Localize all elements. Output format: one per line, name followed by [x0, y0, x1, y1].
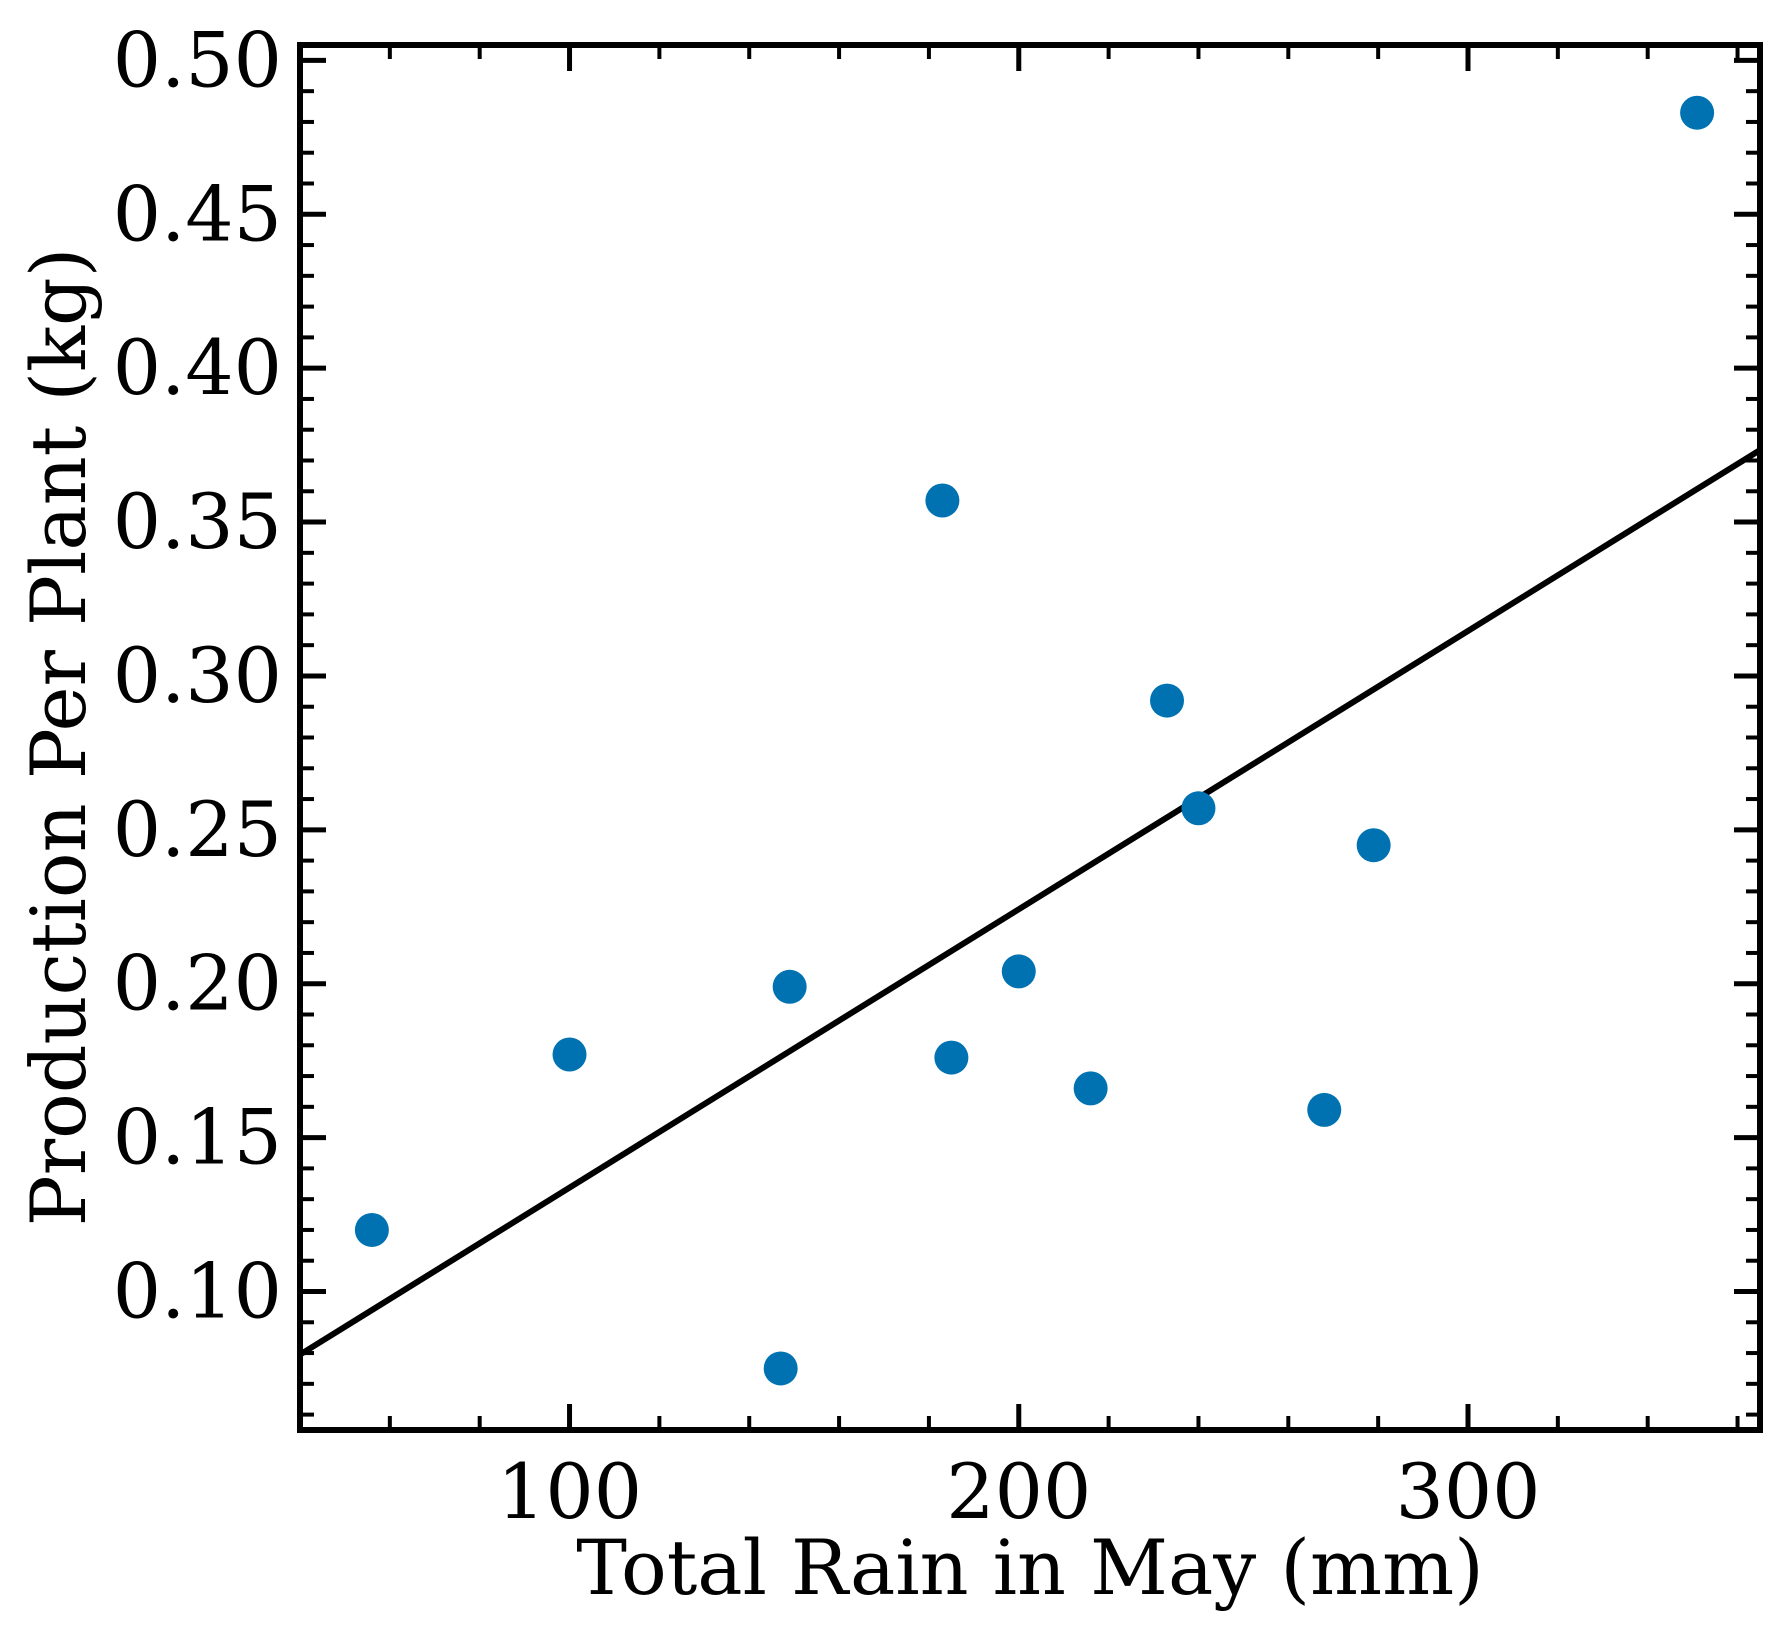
- y-tick-label: 0.30: [113, 631, 282, 720]
- x-tick-label: 200: [946, 1447, 1091, 1536]
- data-point: [1680, 95, 1715, 130]
- y-tick-label: 0.25: [113, 785, 282, 874]
- y-tick-label: 0.15: [113, 1093, 282, 1182]
- fit-line-layer: [300, 447, 1760, 1358]
- data-point: [1356, 828, 1391, 863]
- fit-line: [300, 447, 1760, 1358]
- x-tick-label: 100: [497, 1447, 642, 1536]
- data-point: [354, 1212, 389, 1247]
- data-point: [1001, 954, 1036, 989]
- data-point: [552, 1037, 587, 1072]
- data-point: [1073, 1071, 1108, 1106]
- y-tick-labels: 0.10 0.15 0.20 0.25 0.30 0.35 0.40 0.45 0.50: [113, 15, 282, 1335]
- data-point: [925, 483, 960, 518]
- data-point: [1307, 1092, 1342, 1127]
- plot-frame: [297, 42, 1763, 1433]
- data-point: [1181, 791, 1216, 826]
- y-tick-label: 0.50: [113, 15, 282, 104]
- y-tick-label: 0.10: [113, 1247, 282, 1336]
- data-point: [763, 1351, 798, 1386]
- y-tick-label: 0.20: [113, 939, 282, 1028]
- y-axis-label: Production Per Plant (kg): [14, 248, 103, 1227]
- data-point: [934, 1040, 969, 1075]
- y-tick-label: 0.35: [113, 477, 282, 566]
- data-points: [354, 95, 1715, 1386]
- data-point: [772, 969, 807, 1004]
- y-tick-label: 0.45: [113, 169, 282, 258]
- x-axis-label: Total Rain in May (mm): [576, 1523, 1484, 1612]
- x-tick-label: 300: [1395, 1447, 1540, 1536]
- x-tick-labels: 100 200 300: [497, 1447, 1541, 1536]
- y-tick-label: 0.40: [113, 323, 282, 412]
- data-point: [1150, 683, 1185, 718]
